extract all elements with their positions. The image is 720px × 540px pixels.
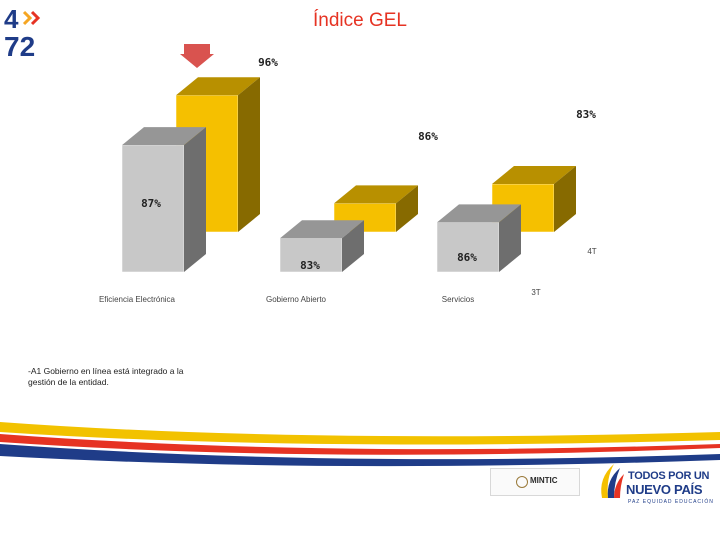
colombia-slogan-line1: TODOS POR UN bbox=[628, 470, 710, 482]
bar-3t-2-top bbox=[437, 204, 521, 223]
bar-3t-1-top bbox=[280, 220, 364, 239]
series-label-3t: 3T bbox=[531, 288, 540, 297]
colombia-flag-logo bbox=[601, 464, 624, 498]
data-label-4t-2: 86% bbox=[418, 130, 438, 143]
bar-4t-0-side bbox=[238, 77, 260, 232]
data-label-4t-0: 96% bbox=[258, 56, 278, 69]
category-label-2: Servicios bbox=[442, 295, 474, 304]
brand-logo: 4 72 bbox=[4, 4, 41, 58]
colombia-slogan-line2: NUEVO PAÍS bbox=[626, 482, 703, 497]
colombia-seal-icon bbox=[516, 476, 528, 488]
bar-4t-0-top bbox=[176, 77, 260, 96]
footer-swoosh bbox=[0, 422, 720, 467]
note-text: -A1 Gobierno en línea está integrado a l… bbox=[28, 366, 184, 387]
bar-3t-2-front bbox=[436, 222, 500, 273]
down-arrow-icon bbox=[180, 44, 214, 68]
data-label-3t-2: 86% bbox=[457, 251, 477, 264]
data-label-3t-0: 87% bbox=[141, 197, 161, 210]
bar-4t-2-top bbox=[492, 166, 576, 184]
svg-text:72: 72 bbox=[4, 31, 35, 58]
bar-3t-1-side bbox=[342, 220, 364, 272]
bar-chart: 96% 83% 86% 87% 83% 86% Eficiencia Electrónica… bbox=[99, 56, 597, 304]
bar-4t-1-top bbox=[334, 185, 418, 204]
svg-text:4: 4 bbox=[4, 4, 19, 34]
page-title: Índice GEL bbox=[313, 10, 407, 31]
bar-3t-0-top bbox=[122, 127, 206, 146]
bar-3t-1-front bbox=[279, 237, 343, 273]
category-label-1: Gobierno Abierto bbox=[266, 295, 327, 304]
data-label-4t-1: 83% bbox=[576, 108, 596, 121]
bar-3t-2-side bbox=[499, 204, 521, 272]
bar-4t-2-side bbox=[554, 166, 576, 232]
data-label-3t-1: 83% bbox=[300, 259, 320, 272]
bar-3t-0-front bbox=[121, 144, 185, 273]
colombia-slogan-line3: PAZ EQUIDAD EDUCACIÓN bbox=[628, 499, 714, 505]
bar-4t-1-side bbox=[396, 185, 418, 232]
mintic-logo-box bbox=[490, 468, 580, 496]
bar-3t-0-side bbox=[184, 127, 206, 272]
mintic-logo: MINTIC bbox=[530, 476, 558, 485]
series-label-4t: 4T bbox=[587, 247, 596, 256]
category-label-0: Eficiencia Electrónica bbox=[99, 295, 176, 304]
